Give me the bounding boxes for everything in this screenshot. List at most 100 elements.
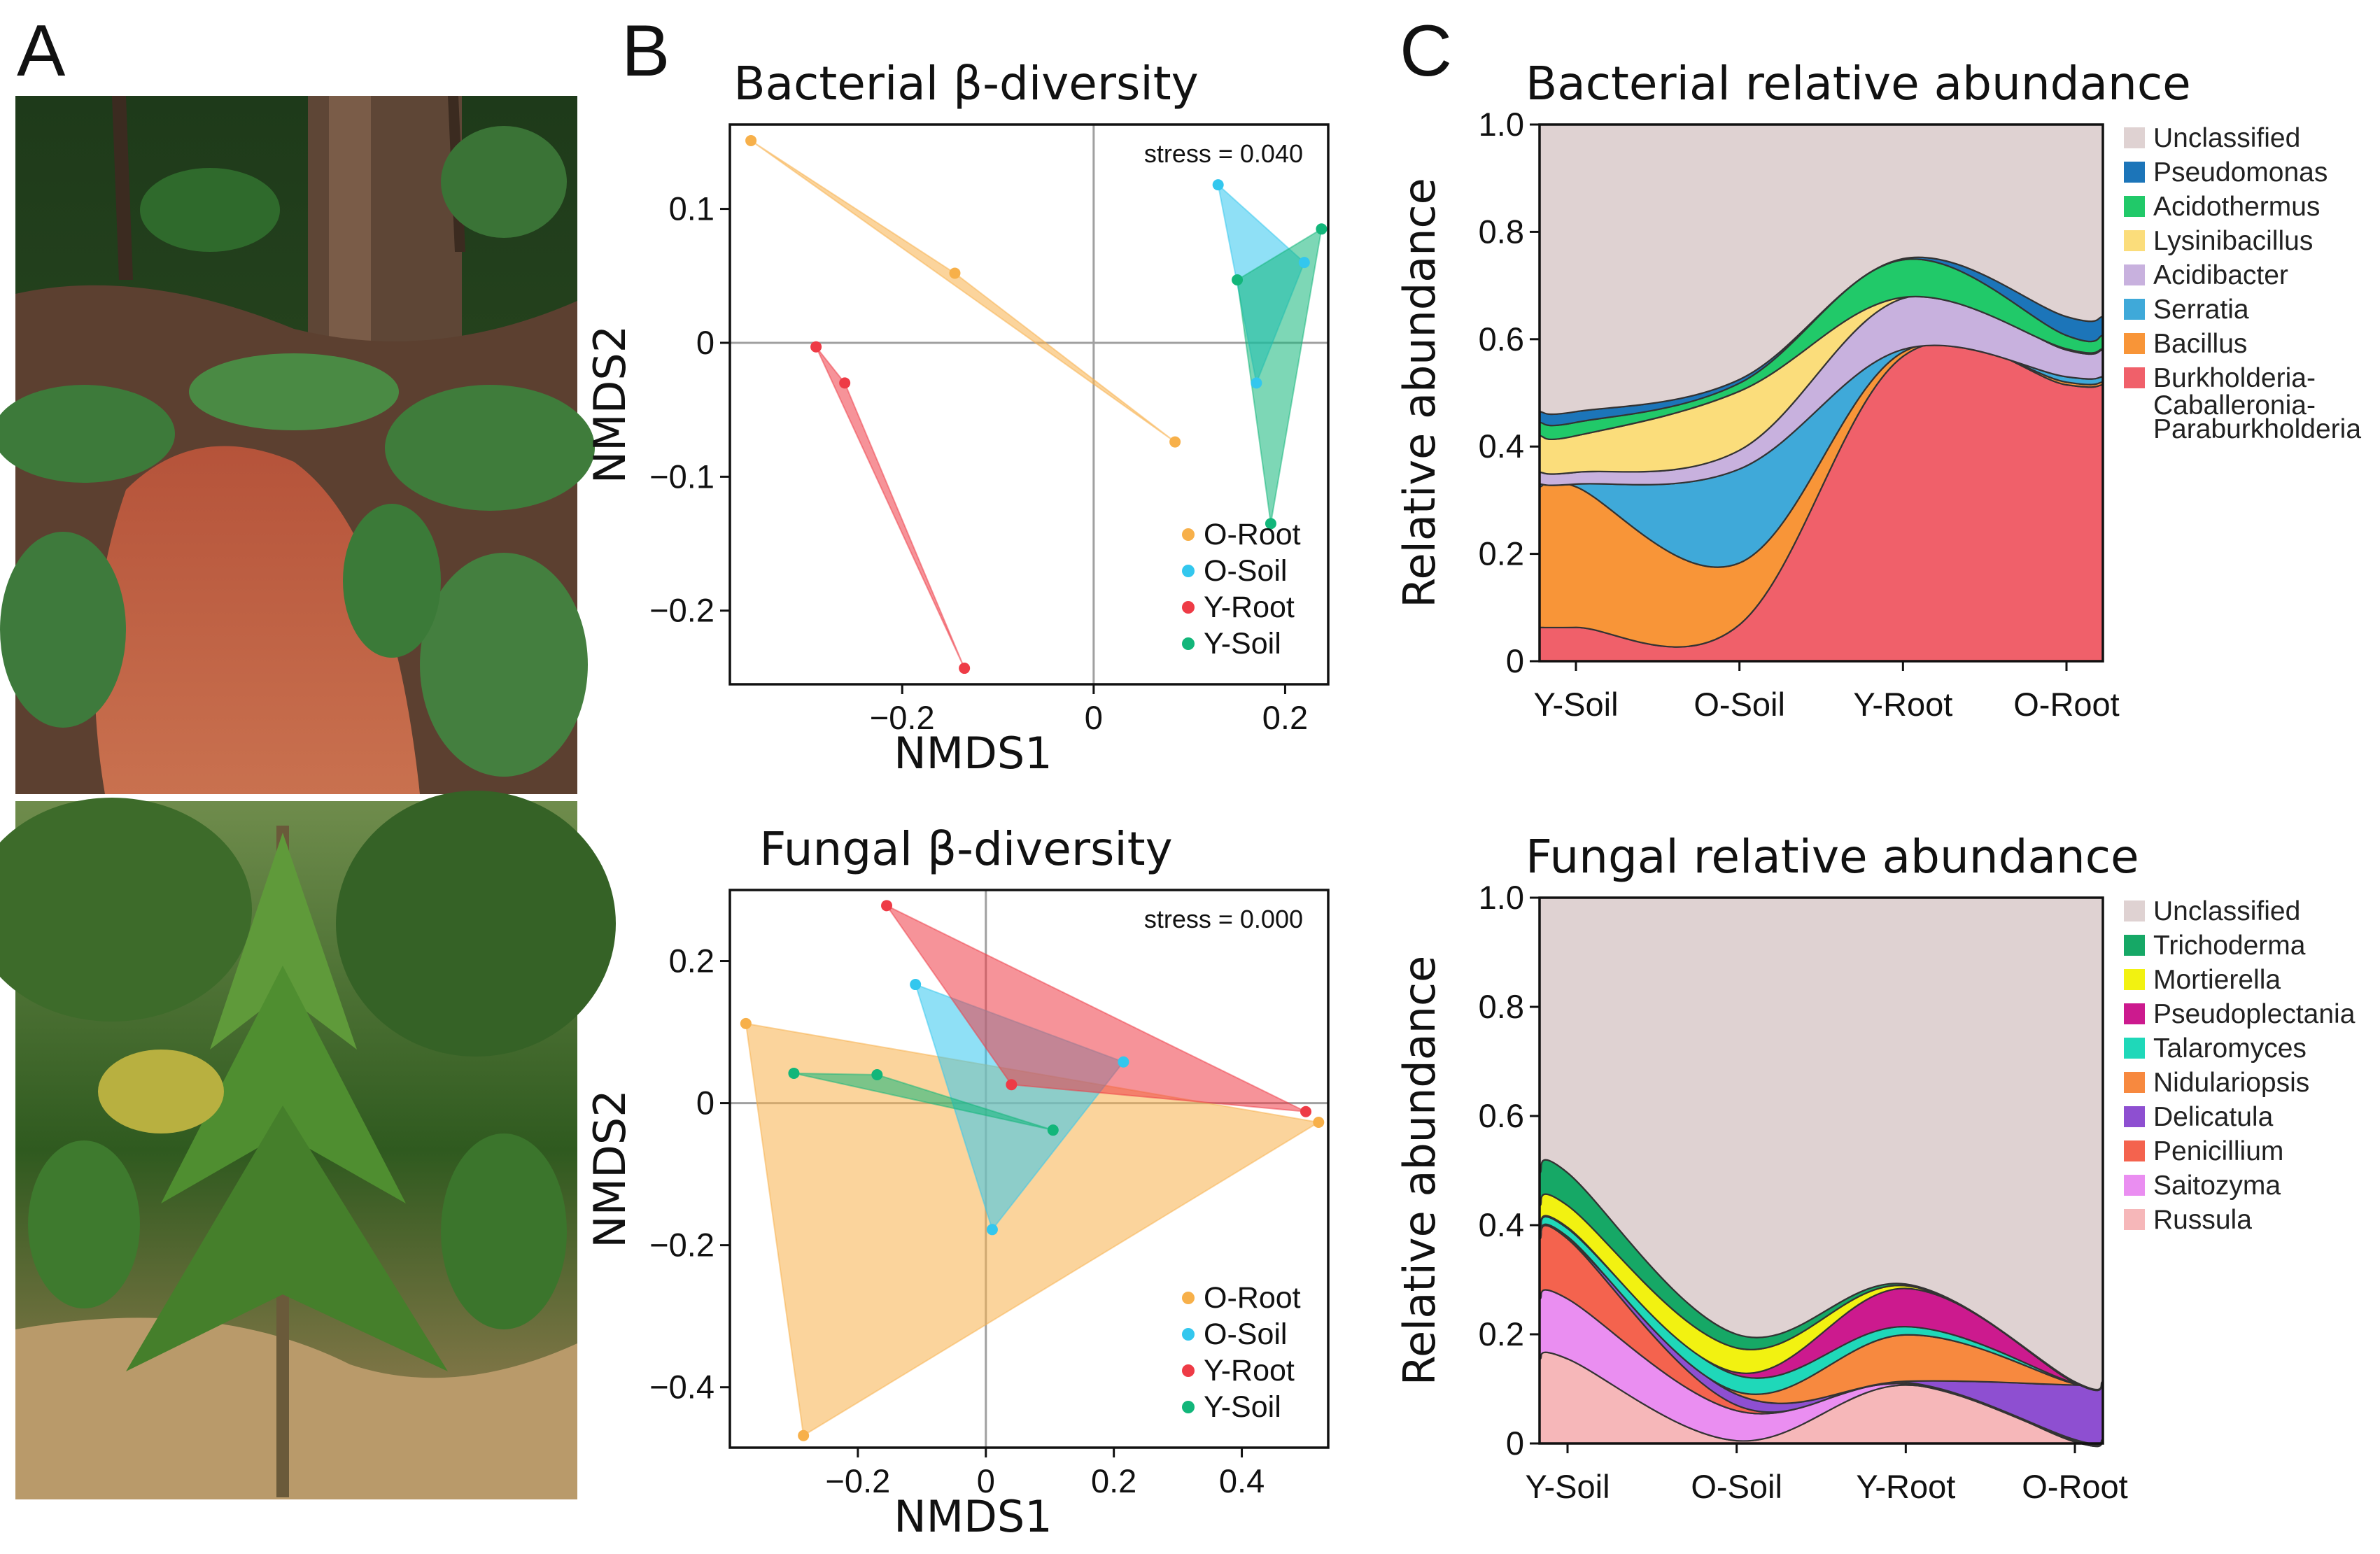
y-tick-label: 0.1 [669,190,714,227]
point-o-soil-2 [986,1224,998,1236]
y-tick-label: 1.0 [1479,106,1524,143]
legend-marker-o-soil [1182,1328,1195,1341]
legend-swatch-burkholderia [2124,367,2145,388]
y-tick-label: 0 [696,1085,714,1122]
legend-label-y-soil: Y-Soil [1204,627,1281,661]
legend-label: Delicatula [2153,1102,2274,1132]
legend-label: Lysinibacillus [2153,226,2313,256]
legend-swatch-acidothermus [2124,196,2145,217]
x-tick-label: 0.2 [1091,1462,1136,1499]
legend-swatch-pseudoplectania [2124,1003,2145,1024]
chart-title: Fungal β-diversity [759,822,1172,876]
point-o-soil-1 [1298,257,1310,269]
legend-label: Talaromyces [2153,1033,2307,1064]
y-tick-label: −0.2 [649,1227,714,1264]
plot-frame [1538,123,2104,663]
legend-label-o-root: O-Root [1204,1281,1301,1315]
panel-label-a: A [17,10,66,92]
y-tick-label: −0.1 [649,458,714,495]
legend-label: Nidulariopsis [2153,1068,2309,1098]
point-o-root-0 [745,134,757,146]
point-o-soil-2 [1251,377,1262,389]
legend-label: Mortierella [2153,965,2281,995]
fungal-nmds-chart: −0.2 0 0.2 0.4 0.2 0 −0.2 −0.4 Fungal β-diversit… [584,822,1330,1542]
y-tick-label: 1.0 [1479,879,1524,916]
x-axis-label: NMDS1 [894,728,1052,779]
plot-frame [728,889,1330,1449]
legend-marker-y-soil [1182,1401,1195,1413]
x-tick-label: 0 [1085,699,1103,736]
legend-label: Pseudoplectania [2153,999,2356,1029]
bacterial-abundance-chart: 0 0.2 0.4 0.6 0.8 1.0 Y-Soil O-Soil Y-Root O-Root… [1394,57,2361,723]
legend-label-continued: Paraburkholderia [2153,414,2361,444]
point-y-root-2 [1300,1106,1311,1117]
hull-y-root [886,905,1307,1112]
point-y-root-1 [1006,1079,1018,1091]
x-tick-label-o-root: O-Root [2013,686,2120,723]
legend-label-o-soil: O-Soil [1204,1318,1287,1351]
legend-swatch-lysinibacillus [2124,230,2145,251]
legend-swatch-unclassified [2124,127,2145,148]
chart-title: Bacterial relative abundance [1526,57,2191,111]
legend-label-o-root: O-Root [1204,518,1301,551]
panel-label-b: B [621,10,670,92]
legend-label-continued: Caballeronia- [2153,390,2316,421]
y-axis-label: NMDS2 [584,1089,635,1248]
point-y-soil-0 [788,1067,800,1079]
legend-swatch-bacillus [2124,333,2145,354]
plot-frame [1538,896,2104,1445]
legend-label: Penicillium [2153,1136,2283,1166]
legend-label-y-soil: Y-Soil [1204,1390,1281,1424]
legend-swatch-trichoderma [2124,935,2145,956]
y-tick-label: 0 [696,324,714,361]
legend-label: Unclassified [2153,896,2300,926]
fungal-abundance-chart: 0 0.2 0.4 0.6 0.8 1.0 Y-Soil O-Soil Y-Root O-Root… [1394,830,2356,1505]
legend-marker-y-root [1182,601,1195,614]
legend-swatch-penicillium [2124,1140,2145,1161]
hull-o-root [750,140,1176,443]
legend-swatch-talaromyces [2124,1038,2145,1059]
legend-marker-y-root [1182,1364,1195,1377]
point-o-root-2 [1313,1116,1325,1128]
x-tick-label-y-root: Y-Root [1853,686,1952,723]
photo-top-soil [0,96,595,794]
legend-marker-o-root [1182,528,1195,541]
y-tick-label: 0.2 [669,942,714,980]
legend-swatch-unclassified [2124,900,2145,921]
legend-swatch-mortierella [2124,969,2145,990]
stress-value: stress = 0.000 [1144,905,1303,933]
legend-label-y-root: Y-Root [1204,591,1295,624]
point-y-soil-2 [1047,1124,1059,1136]
y-tick-label: 0 [1506,1425,1524,1462]
x-tick-label: 0 [977,1462,995,1499]
point-y-root-2 [959,663,971,674]
x-tick-label: 0.4 [1219,1462,1265,1499]
panel-label-c: C [1400,10,1452,92]
y-axis-label: NMDS2 [584,325,635,483]
legend-label: Acidothermus [2153,192,2320,222]
legend-swatch-acidibacter [2124,264,2145,285]
photo-bottom-tree [0,791,616,1499]
y-tick-label: 0.4 [1479,1206,1524,1243]
bacterial-nmds-chart: −0.2 0 0.2 0.1 0 −0.1 −0.2 Bacterial β-diversit… [584,57,1330,779]
legend-label: Serratia [2153,295,2249,325]
legend-swatch-russula [2124,1209,2145,1230]
y-axis-label: Relative abundance [1394,956,1445,1386]
point-o-root-1 [949,267,961,279]
legend-label: Burkholderia- [2153,363,2316,393]
y-tick-label: −0.2 [649,592,714,629]
plot-frame [728,123,1330,686]
point-o-soil-0 [910,979,922,991]
legend-label: Russula [2153,1205,2252,1235]
point-o-root-0 [740,1017,752,1029]
hull-y-soil [1236,227,1323,524]
legend-label-y-root: Y-Root [1204,1354,1295,1387]
x-tick-label: −0.2 [870,699,935,736]
y-tick-label: 0 [1506,642,1524,679]
y-tick-label: 0.8 [1479,988,1524,1025]
legend-marker-o-root [1182,1292,1195,1304]
point-y-soil-0 [1316,223,1328,235]
legend-swatch-nidulariopsis [2124,1072,2145,1093]
point-o-soil-0 [1212,179,1224,191]
